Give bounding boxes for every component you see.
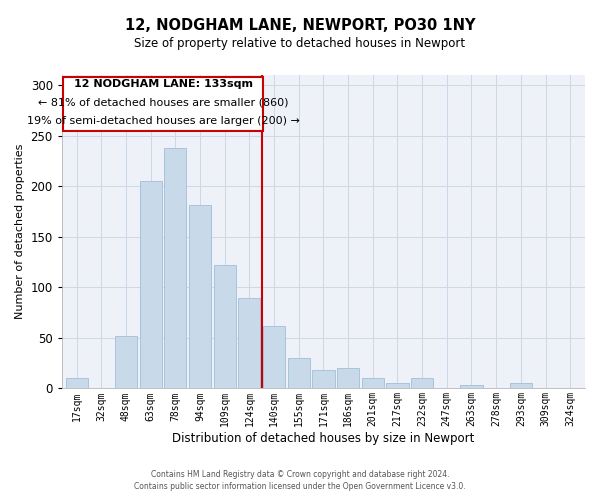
Bar (65, 378, 88, 388)
Bar (214, 265, 236, 388)
Text: Contains HM Land Registry data © Crown copyright and database right 2024.: Contains HM Land Registry data © Crown c… (151, 470, 449, 479)
Text: 12 NODGHAM LANE: 133sqm: 12 NODGHAM LANE: 133sqm (74, 78, 253, 88)
Bar (189, 206, 211, 388)
Bar (263, 326, 285, 388)
Text: 19% of semi-detached houses are larger (200) →: 19% of semi-detached houses are larger (… (26, 116, 299, 126)
Text: Contains public sector information licensed under the Open Government Licence v3: Contains public sector information licen… (134, 482, 466, 491)
Bar (313, 370, 335, 388)
Bar (362, 378, 384, 388)
Text: 12, NODGHAM LANE, NEWPORT, PO30 1NY: 12, NODGHAM LANE, NEWPORT, PO30 1NY (125, 18, 475, 32)
Bar (238, 298, 260, 388)
Bar (337, 368, 359, 388)
Bar (140, 181, 162, 388)
Bar (386, 384, 409, 388)
Bar (115, 336, 137, 388)
Bar (411, 378, 433, 388)
Bar (510, 384, 532, 388)
Y-axis label: Number of detached properties: Number of detached properties (15, 144, 25, 320)
Bar (460, 386, 482, 388)
Bar (287, 358, 310, 388)
FancyBboxPatch shape (63, 77, 263, 130)
X-axis label: Distribution of detached houses by size in Newport: Distribution of detached houses by size … (172, 432, 475, 445)
Text: ← 81% of detached houses are smaller (860): ← 81% of detached houses are smaller (86… (38, 98, 288, 108)
Bar (164, 148, 187, 388)
Text: Size of property relative to detached houses in Newport: Size of property relative to detached ho… (134, 38, 466, 51)
